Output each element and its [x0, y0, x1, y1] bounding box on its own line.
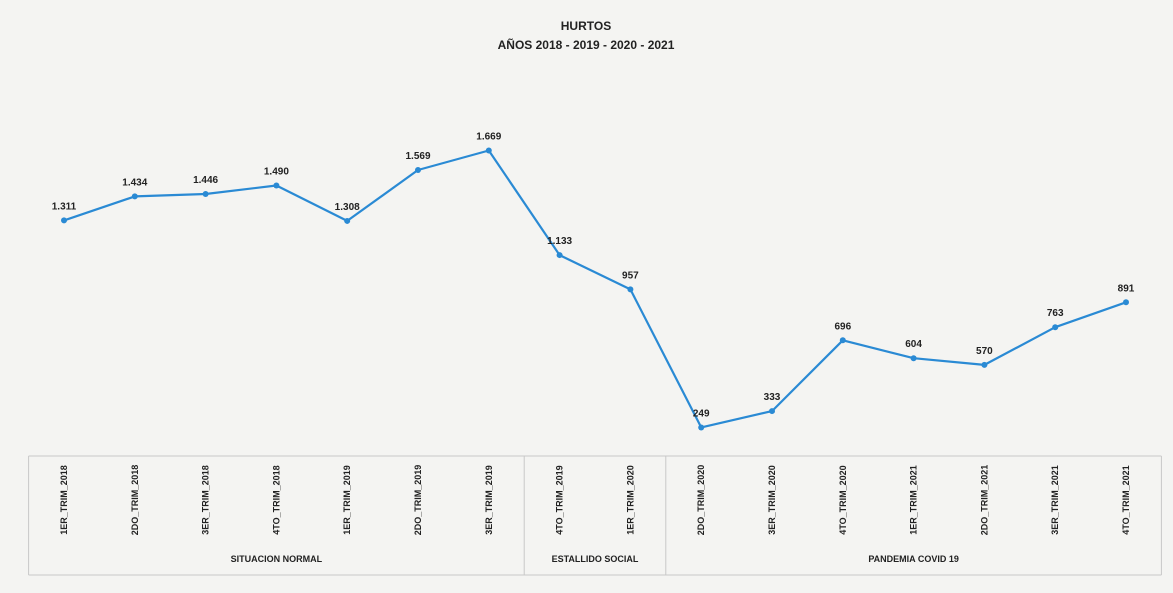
category-tick-label: 4TO_TRIM_2018: [271, 465, 281, 534]
category-tick-label: 4TO_TRIM_2021: [1121, 465, 1131, 534]
data-point: [839, 337, 846, 344]
data-point: [1123, 299, 1129, 306]
series-line: [63, 149, 1127, 429]
data-label: 891: [1118, 283, 1135, 294]
data-label: 696: [834, 321, 851, 332]
category-tick-label: 4TO_TRIM_2020: [838, 465, 848, 534]
category-tick-label: 1ER_TRIM_2019: [342, 465, 352, 535]
data-point: [202, 191, 209, 198]
category-tick-label: 4TO_TRIM_2019: [555, 465, 565, 534]
category-tick-label: 2DO_TRIM_2019: [413, 465, 423, 536]
category-tick-label: 2DO_TRIM_2021: [979, 465, 989, 536]
data-label: 604: [905, 339, 922, 350]
category-group-label: PANDEMIA COVID 19: [868, 554, 959, 564]
data-point: [556, 252, 563, 259]
data-point: [131, 193, 138, 200]
data-point: [415, 167, 421, 174]
data-point: [698, 424, 705, 431]
data-point: [1052, 324, 1059, 331]
data-label: 1.133: [547, 236, 572, 247]
category-tick-label: 1ER_TRIM_2018: [59, 465, 69, 535]
category-tick-labels: 1ER_TRIM_2018 2DO_TRIM_2018 3ER_TRIM_2018 4…: [59, 465, 1131, 536]
data-label: 763: [1047, 308, 1064, 319]
chart-subtitle: AÑOS 2018 - 2019 - 2020 - 2021: [498, 37, 675, 52]
data-label: 1.490: [264, 166, 289, 177]
series-line-hurtos: [63, 149, 1127, 429]
category-tick-label: 3ER_TRIM_2019: [484, 465, 494, 535]
data-point: [769, 408, 775, 415]
data-label: 1.569: [405, 151, 430, 162]
data-label: 570: [976, 346, 993, 357]
data-label: 1.308: [335, 202, 360, 213]
category-tick-label: 1ER_TRIM_2021: [909, 465, 919, 535]
data-point: [981, 361, 988, 368]
data-point: [273, 182, 280, 189]
category-tick-label: 3ER_TRIM_2021: [1050, 465, 1060, 535]
data-label: 333: [764, 392, 781, 403]
data-label: 957: [622, 270, 639, 281]
category-tick-label: 3ER_TRIM_2018: [201, 465, 211, 535]
data-label: 1.311: [52, 201, 77, 212]
category-group-label: ESTALLIDO SOCIAL: [552, 554, 639, 564]
category-group-label: SITUACION NORMAL: [231, 554, 323, 564]
category-tick-label: 2DO_TRIM_2018: [130, 465, 140, 536]
data-point: [61, 217, 67, 224]
data-points: [61, 147, 1129, 431]
data-point: [485, 147, 492, 154]
data-label: 1.446: [193, 175, 218, 186]
data-label: 249: [693, 408, 710, 419]
data-labels: 1.311 1.434 1.446 1.490 1.308 1.569 1.669 1.133…: [52, 132, 1135, 420]
data-label: 1.434: [122, 177, 147, 188]
data-point: [627, 286, 634, 293]
category-tick-label: 3ER_TRIM_2020: [767, 465, 777, 535]
data-point: [910, 355, 917, 362]
category-axis: [28, 455, 1162, 576]
category-group-labels: SITUACION NORMAL ESTALLIDO SOCIAL PANDEMIA…: [231, 554, 959, 564]
chart-title: HURTOS: [561, 19, 611, 33]
category-tick-label: 2DO_TRIM_2020: [696, 465, 706, 536]
data-label: 1.669: [476, 132, 501, 143]
data-point: [344, 217, 351, 224]
category-tick-label: 1ER_TRIM_2020: [625, 465, 635, 535]
